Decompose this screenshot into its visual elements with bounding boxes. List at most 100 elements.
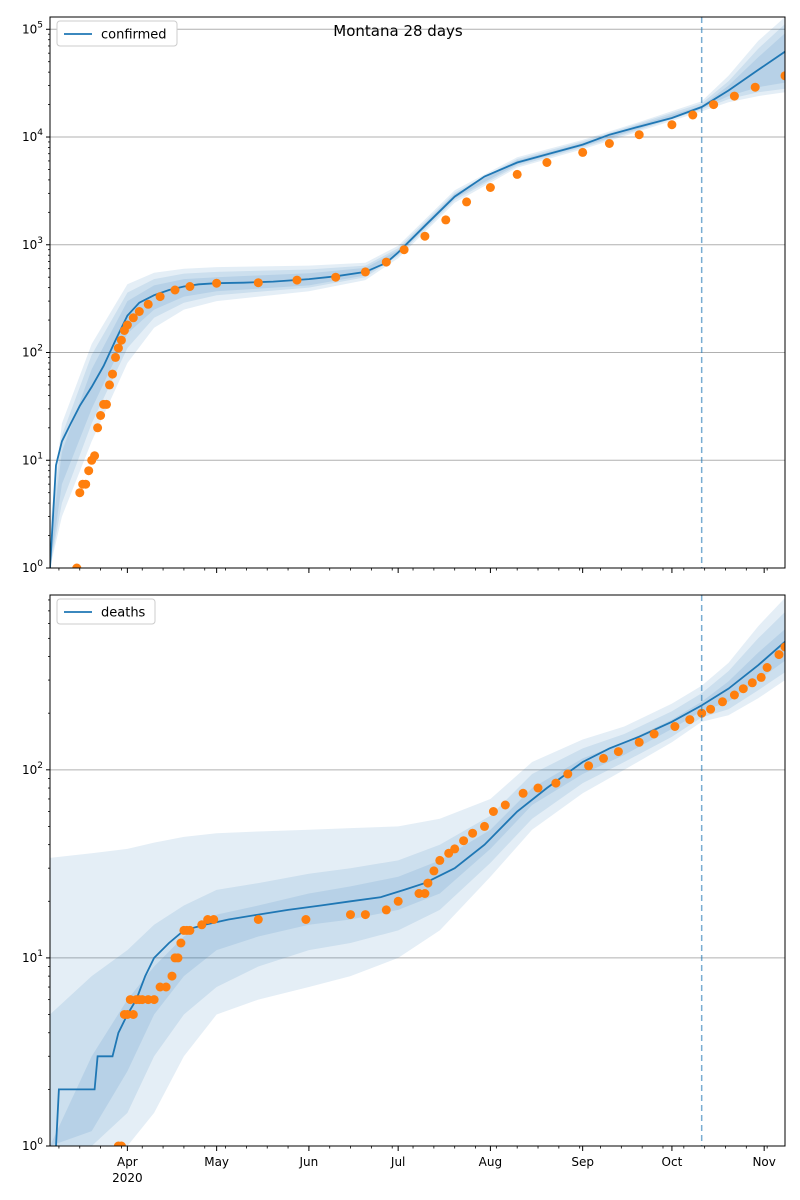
observed-point [604, 139, 614, 148]
observed-point [108, 369, 117, 379]
observed-point [738, 684, 748, 694]
x-tick-label: Apr [117, 1155, 138, 1169]
observed-point [93, 423, 103, 433]
x-tick-label: Jun [299, 1155, 319, 1169]
observed-point [459, 836, 469, 846]
y-tick-label-base: 10 [22, 22, 37, 36]
y-tick-label: 102 [22, 344, 43, 360]
observed-point [563, 769, 573, 779]
observed-point [706, 704, 716, 714]
observed-point [399, 245, 409, 255]
axes-frame [49, 16, 786, 569]
observed-point [75, 488, 85, 498]
observed-point [685, 715, 695, 725]
observed-point [578, 147, 588, 157]
observed-point [81, 479, 91, 489]
x-tick-sublabel: 2020 [112, 1171, 143, 1185]
observed-point [360, 267, 370, 277]
observed-point [488, 807, 498, 816]
observed-point [729, 91, 739, 101]
observed-point [185, 282, 195, 291]
observed-point [780, 642, 785, 652]
observed-point [173, 953, 183, 963]
observed-point [649, 729, 659, 739]
observed-point [584, 761, 594, 771]
observed-point [111, 352, 120, 362]
plot-area [50, 597, 785, 1146]
observed-point [533, 783, 543, 793]
observed-point [84, 466, 94, 476]
observed-point [780, 71, 785, 81]
observed-point [149, 995, 159, 1005]
y-tick-label: 105 [22, 20, 43, 36]
observed-point [381, 905, 391, 915]
model-line [50, 50, 785, 568]
uncertainty-band [50, 597, 785, 1146]
observed-point [128, 313, 138, 323]
confirmed-legend: confirmed [56, 20, 178, 47]
observed-point [613, 747, 623, 757]
observed-point [170, 285, 180, 295]
y-tick-label-base: 10 [22, 346, 37, 360]
observed-point [634, 737, 644, 747]
y-tick-label-base: 10 [22, 561, 37, 575]
x-tick-label: May [204, 1155, 229, 1169]
observed-point [381, 257, 391, 267]
observed-point [747, 678, 757, 688]
y-tick-label: 103 [22, 236, 43, 252]
observed-point [113, 343, 123, 353]
plot-area [50, 17, 785, 568]
observed-point [167, 971, 177, 981]
y-tick-label: 102 [22, 761, 43, 777]
observed-point [176, 938, 186, 948]
x-tick-label: Oct [662, 1155, 683, 1169]
observed-point [161, 982, 171, 992]
legend-box [56, 20, 178, 47]
observed-point [667, 120, 677, 130]
x-tick-label: Aug [479, 1155, 502, 1169]
observed-point [512, 169, 522, 179]
observed-point [718, 697, 727, 707]
observed-point [134, 307, 144, 316]
observed-point [599, 753, 608, 763]
observed-point [485, 183, 495, 192]
model-line [55, 641, 785, 1146]
observed-point [420, 231, 430, 241]
y-tick-label-exponent: 1 [37, 451, 43, 461]
observed-point [697, 708, 707, 718]
y-tick-label-base: 10 [22, 763, 37, 777]
y-tick-label-exponent: 2 [37, 344, 43, 354]
y-tick-label: 101 [22, 949, 43, 965]
y-tick-label-exponent: 4 [37, 128, 43, 138]
uncertainty-band [50, 612, 785, 1146]
observed-point [551, 778, 561, 788]
observed-point [143, 299, 153, 309]
y-tick-label-base: 10 [22, 1139, 37, 1153]
observed-point [393, 896, 403, 906]
deaths-legend: deaths [56, 598, 156, 625]
y-tick-label: 104 [22, 128, 43, 144]
observed-point [72, 563, 82, 568]
observed-point [634, 130, 644, 140]
uncertainty-band [50, 17, 785, 568]
observed-point [197, 920, 207, 930]
observed-point [709, 100, 719, 110]
observed-point [450, 844, 460, 854]
observed-point [185, 925, 195, 935]
observed-point [301, 915, 311, 924]
observed-point [420, 889, 430, 898]
observed-point [331, 272, 341, 282]
observed-point [480, 821, 489, 831]
observed-point [462, 197, 472, 207]
observed-point [518, 788, 528, 798]
observed-point [96, 411, 106, 420]
y-tick-label-base: 10 [22, 238, 37, 252]
observed-point [762, 663, 772, 672]
observed-point [670, 722, 680, 731]
y-tick-label-exponent: 5 [37, 20, 43, 30]
legend-label-confirmed: confirmed [101, 28, 167, 43]
observed-point [346, 910, 355, 920]
